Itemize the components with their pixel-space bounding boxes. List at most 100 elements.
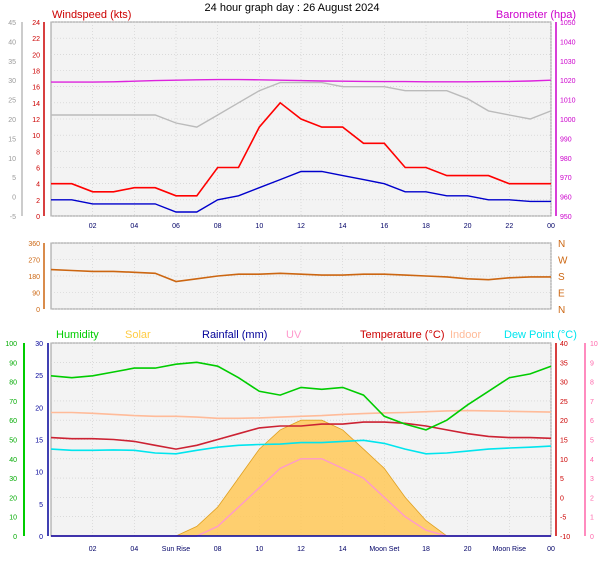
wind-tick-label: 10 xyxy=(32,133,40,140)
outer-tick-label: 45 xyxy=(8,20,16,27)
rainfall-tick-label: 30 xyxy=(35,341,43,348)
direction-tick-label: 90 xyxy=(32,291,40,298)
barometer-tick-label: 980 xyxy=(560,156,572,163)
rainfall-tick-label: 15 xyxy=(35,438,43,445)
wind-tick-label: 18 xyxy=(32,69,40,76)
graph-title: 24 hour graph day : 26 August 2024 xyxy=(205,2,380,14)
temperature-tick-label: 40 xyxy=(560,341,568,348)
uv-tick-label: 0 xyxy=(590,534,594,541)
x-tick-label: 10 xyxy=(255,546,263,553)
x-tick-label: 18 xyxy=(422,546,430,553)
x-tick-label: 20 xyxy=(464,223,472,230)
temperature-tick-label: 20 xyxy=(560,418,568,425)
series-indoor xyxy=(51,409,552,420)
outer-tick-label: 25 xyxy=(8,98,16,105)
outer-tick-label: 30 xyxy=(8,78,16,85)
outer-tick-label: 35 xyxy=(8,59,16,66)
x-tick-label: 18 xyxy=(422,223,430,230)
x-tick-label: 08 xyxy=(214,546,222,553)
x-tick-label: 14 xyxy=(339,223,347,230)
x-tick-label: 20 xyxy=(464,546,472,553)
outer-tick-label: 40 xyxy=(8,39,16,46)
temperature-tick-label: 10 xyxy=(560,457,568,464)
wind-tick-label: 22 xyxy=(32,36,40,43)
x-tick-label: 04 xyxy=(130,546,138,553)
rainfall-tick-label: 25 xyxy=(35,373,43,380)
wind-tick-label: 2 xyxy=(36,198,40,205)
x-tick-label: Moon Rise xyxy=(493,546,527,553)
uv-tick-label: 3 xyxy=(590,476,594,483)
temperature-tick-label: -10 xyxy=(560,534,570,541)
legend-label: Rainfall (mm) xyxy=(202,329,267,341)
x-tick-label: 08 xyxy=(214,223,222,230)
legend-label: Temperature (°C) xyxy=(360,329,444,341)
uv-tick-label: 9 xyxy=(590,360,594,367)
barometer-tick-label: 1010 xyxy=(560,98,576,105)
humidity-tick-label: 80 xyxy=(9,380,17,387)
outer-tick-label: 5 xyxy=(12,175,16,182)
x-tick-label: 14 xyxy=(339,546,347,553)
temperature-tick-label: 25 xyxy=(560,399,568,406)
humidity-tick-label: 70 xyxy=(9,399,17,406)
rainfall-tick-label: 5 xyxy=(39,502,43,509)
humidity-tick-label: 20 xyxy=(9,495,17,502)
barometer-tick-label: 1040 xyxy=(560,39,576,46)
x-tick-label: Sun Rise xyxy=(162,546,191,553)
barometer-tick-label: 990 xyxy=(560,136,572,143)
temperature-tick-label: 5 xyxy=(560,476,564,483)
outer-tick-label: 0 xyxy=(12,195,16,202)
legend-label: Indoor xyxy=(450,329,482,341)
series-dew-point-c xyxy=(50,439,552,455)
x-tick-label: 02 xyxy=(89,546,97,553)
x-tick-label: 10 xyxy=(255,223,263,230)
direction-tick-label: 0 xyxy=(36,307,40,314)
wind-tick-label: 14 xyxy=(32,101,40,108)
compass-label: N xyxy=(558,239,565,250)
x-tick-label: 16 xyxy=(380,223,388,230)
wind-title: Windspeed (kts) xyxy=(52,9,131,21)
compass-label: S xyxy=(558,272,565,283)
x-tick-label: 02 xyxy=(89,223,97,230)
series-barometer xyxy=(51,78,552,83)
barometer-tick-label: 1030 xyxy=(560,59,576,66)
series-hi xyxy=(51,81,552,128)
legend-label: Dew Point (°C) xyxy=(504,329,577,341)
outer-tick-label: 15 xyxy=(8,136,16,143)
series-gust xyxy=(51,101,551,197)
outer-tick-label: 10 xyxy=(8,156,16,163)
direction-tick-label: 180 xyxy=(28,274,40,281)
rainfall-tick-label: 10 xyxy=(35,470,43,477)
temperature-tick-label: -5 xyxy=(560,515,566,522)
temperature-tick-label: 0 xyxy=(560,495,564,502)
wind-tick-label: 4 xyxy=(36,182,40,189)
uv-tick-label: 7 xyxy=(590,399,594,406)
temperature-tick-label: 30 xyxy=(560,380,568,387)
temperature-tick-label: 15 xyxy=(560,438,568,445)
x-tick-label: 00 xyxy=(547,546,555,553)
humidity-tick-label: 60 xyxy=(9,418,17,425)
outer-tick-label: 20 xyxy=(8,117,16,124)
compass-label: N xyxy=(558,305,565,316)
legend-label: UV xyxy=(286,329,302,341)
series-direction xyxy=(50,268,551,283)
series-avg xyxy=(51,170,551,213)
x-tick-label: Moon Set xyxy=(369,546,399,553)
wind-tick-label: 12 xyxy=(32,117,40,124)
direction-tick-label: 270 xyxy=(28,258,40,265)
humidity-tick-label: 50 xyxy=(9,438,17,445)
humidity-tick-label: 90 xyxy=(9,360,17,367)
barometer-title: Barometer (hpa) xyxy=(496,9,576,21)
uv-tick-label: 4 xyxy=(590,457,594,464)
humidity-tick-label: 100 xyxy=(5,341,17,348)
panels: -505101520253035404502468101214161820222… xyxy=(5,20,598,553)
humidity-tick-label: 0 xyxy=(13,534,17,541)
direction-tick-label: 360 xyxy=(28,241,40,248)
wind-tick-label: 16 xyxy=(32,85,40,92)
uv-tick-label: 8 xyxy=(590,380,594,387)
barometer-tick-label: 970 xyxy=(560,175,572,182)
x-tick-label: 12 xyxy=(297,546,305,553)
uv-tick-label: 10 xyxy=(590,341,598,348)
x-tick-label: 00 xyxy=(547,223,555,230)
x-tick-label: 06 xyxy=(172,223,180,230)
